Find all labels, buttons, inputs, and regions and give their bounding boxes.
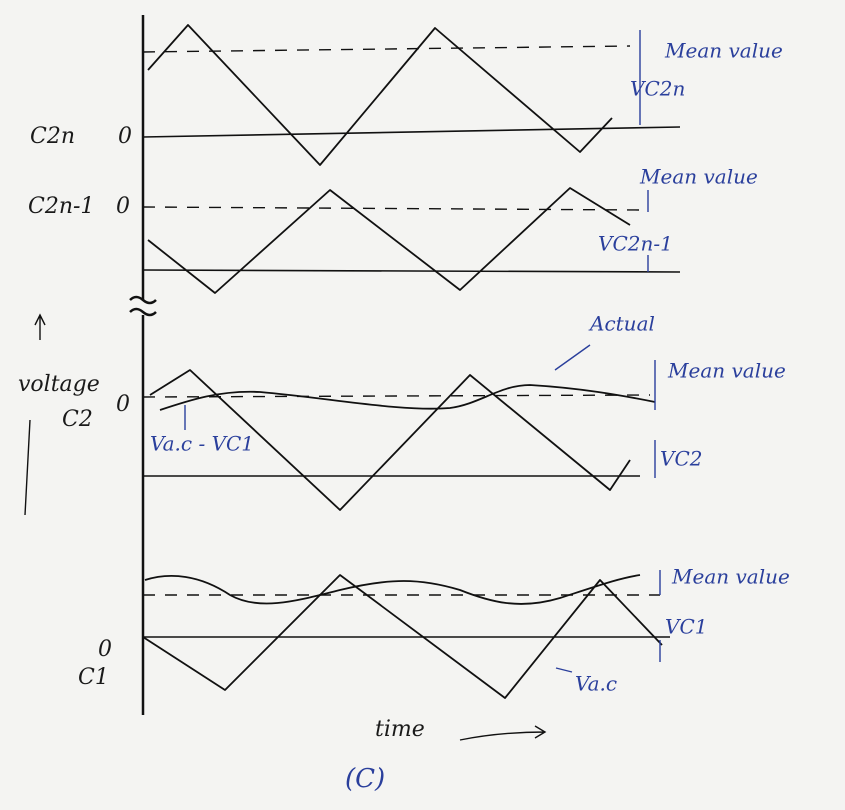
zero-label: 0	[116, 194, 130, 219]
x-axis-label: time	[375, 717, 425, 742]
ripple-label: VC2	[660, 447, 702, 471]
caption: (C)	[345, 764, 385, 794]
row-label: C1	[78, 665, 109, 690]
zero-label: 0	[118, 124, 132, 149]
diff-label: Va.c - VC1	[150, 432, 254, 456]
zero-label: 0	[98, 637, 112, 662]
row-label: C2n	[30, 124, 75, 149]
mean-line	[143, 207, 640, 210]
waveform	[148, 25, 612, 165]
ripple-label: VC2n	[630, 77, 685, 101]
zero-label: 0	[116, 392, 130, 417]
mean-label: Mean value	[664, 39, 783, 63]
mean-line	[143, 46, 630, 52]
mean-label: Mean value	[667, 359, 786, 383]
ac-label: Va.c	[575, 672, 617, 696]
arrow	[556, 668, 572, 672]
row-label: C2n-1	[28, 194, 94, 219]
arrow	[555, 345, 590, 370]
diagram: C2n 0 Mean value VC2n C2n-1 0 Mean value…	[0, 0, 845, 810]
ripple-label: VC2n-1	[598, 232, 673, 256]
row-label: C2	[62, 407, 93, 432]
actual-label: Actual	[588, 312, 655, 336]
y-axis-label: voltage	[18, 372, 100, 397]
actual-curve	[160, 385, 655, 410]
waveform	[148, 188, 630, 293]
actual-curve	[145, 575, 640, 604]
mean-label: Mean value	[671, 565, 790, 589]
ripple-label: VC1	[665, 615, 707, 639]
x-arrow	[460, 726, 545, 740]
axis-break	[130, 297, 156, 315]
mean-label: Mean value	[639, 165, 758, 189]
baseline	[143, 270, 680, 272]
y-arrow	[25, 315, 45, 515]
